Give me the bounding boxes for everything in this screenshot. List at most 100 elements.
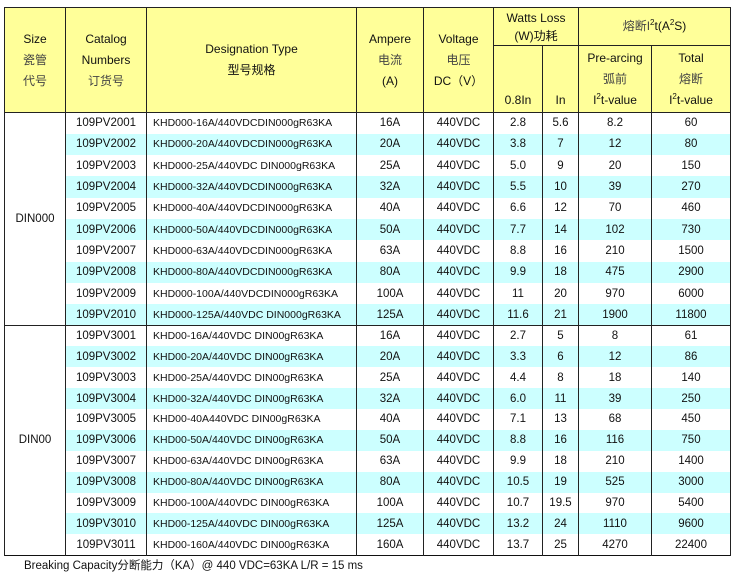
watts-in-cell: 5.6 [542,111,579,134]
total-i2t-cell: 60 [651,111,731,134]
designation-cell: KHD000-80A/440VDCDIN000gR63KA [146,261,357,283]
watts-08in-cell: 2.7 [493,324,543,347]
designation-cell: KHD000-63A/440VDCDIN000gR63KA [146,240,357,262]
watts-08in-cell: 6.0 [493,388,543,410]
prearcing-i2t-cell: 1900 [578,304,652,326]
watts-08in-cell: 7.7 [493,218,543,241]
watts-08in-cell: 11.6 [493,304,543,326]
watts-08in-cell: 8.8 [493,429,543,451]
total-i2t-cell: 250 [651,388,731,410]
designation-cell: KHD00-100A/440VDC DIN00gR63KA [146,492,357,514]
prearcing-i2t-cell: 210 [578,450,652,472]
total-i2t-cell: 2900 [651,261,731,283]
prearcing-i2t-cell: 116 [578,429,652,451]
watts-08in-cell: 3.3 [493,346,543,368]
table-row: 109PV2004 KHD000-32A/440VDCDIN000gR63KA 32… [5,176,731,198]
watts-in-cell: 7 [542,133,579,156]
total-i2t-cell: 11800 [651,304,731,326]
prearcing-i2t-cell: 970 [578,282,652,305]
prearcing-i2t-cell: 18 [578,367,652,389]
designation-cell: KHD00-25A/440VDC DIN00gR63KA [146,367,357,389]
table-row: 109PV3007 KHD00-63A/440VDC DIN00gR63KA 63A… [5,450,731,472]
header-voltage: Voltage 电压 DC（V） [423,7,494,113]
catalog-number-cell: 109PV3005 [65,409,147,430]
ampere-cell: 32A [356,388,424,410]
ampere-cell: 125A [356,304,424,326]
watts-08in-cell: 8.8 [493,240,543,262]
table-row: 109PV3004 KHD00-32A/440VDC DIN00gR63KA 32A… [5,388,731,410]
voltage-cell: 440VDC [423,304,494,326]
designation-cell: KHD000-50A/440VDCDIN000gR63KA [146,218,357,241]
watts-in-cell: 24 [542,513,579,535]
ampere-cell: 25A [356,367,424,389]
catalog-number-cell: 109PV3010 [65,513,147,535]
ampere-cell: 32A [356,176,424,198]
table-row: 109PV2009 KHD000-100A/440VDCDIN000gR63KA 1… [5,282,731,305]
watts-in-cell: 10 [542,176,579,198]
catalog-number-cell: 109PV3009 [65,492,147,514]
table-row: 109PV3009 KHD00-100A/440VDC DIN00gR63KA 10… [5,492,731,514]
watts-08in-cell: 2.8 [493,111,543,134]
voltage-cell: 440VDC [423,534,494,556]
watts-08in-cell: 6.6 [493,197,543,219]
size-cell: DIN000 [4,112,66,326]
total-i2t-cell: 140 [651,367,731,389]
watts-in-cell: 12 [542,197,579,219]
header-ampere: Ampere 电流 (A) [356,7,424,113]
ampere-cell: 20A [356,346,424,368]
designation-cell: KHD000-20A/440VDCDIN000gR63KA [146,133,357,156]
catalog-number-cell: 109PV2003 [65,155,147,177]
voltage-cell: 440VDC [423,450,494,472]
total-i2t-cell: 1400 [651,450,731,472]
table-row: 109PV2005 KHD000-40A/440VDCDIN000gR63KA 40… [5,197,731,219]
total-i2t-cell: 22400 [651,534,731,556]
total-i2t-cell: 270 [651,176,731,198]
table-row: 109PV3002 KHD00-20A/440VDC DIN00gR63KA 20A… [5,346,731,368]
ampere-cell: 50A [356,429,424,451]
catalog-number-cell: 109PV2006 [65,218,147,241]
catalog-number-cell: 109PV2007 [65,240,147,262]
voltage-cell: 440VDC [423,346,494,368]
voltage-cell: 440VDC [423,133,494,156]
header-watts-loss: Watts Loss (W)功耗 [493,7,579,46]
ampere-cell: 16A [356,111,424,134]
catalog-number-cell: 109PV3011 [65,534,147,556]
designation-cell: KHD00-50A/440VDC DIN00gR63KA [146,429,357,451]
watts-08in-cell: 4.4 [493,367,543,389]
designation-cell: KHD00-16A/440VDC DIN00gR63KA [146,324,357,347]
fuse-spec-table: Size 瓷管 代号 Catalog Numbers 订货号 Designation T… [4,7,731,556]
catalog-number-cell: 109PV3007 [65,450,147,472]
table-row: 109PV3003 KHD00-25A/440VDC DIN00gR63KA 25A… [5,367,731,389]
ampere-cell: 25A [356,155,424,177]
voltage-cell: 440VDC [423,111,494,134]
watts-08in-cell: 3.8 [493,133,543,156]
catalog-number-cell: 109PV2005 [65,197,147,219]
prearcing-i2t-cell: 4270 [578,534,652,556]
total-i2t-cell: 150 [651,155,731,177]
header-watts-in: In [542,45,579,113]
watts-in-cell: 9 [542,155,579,177]
watts-08in-cell: 9.9 [493,450,543,472]
table-row: 109PV2006 KHD000-50A/440VDCDIN000gR63KA 50… [5,218,731,241]
table-row: 109PV2002 KHD000-20A/440VDCDIN000gR63KA 20… [5,133,731,156]
table-row: 109PV2010 KHD000-125A/440VDC DIN000gR63KA… [5,304,731,326]
voltage-cell: 440VDC [423,155,494,177]
designation-cell: KHD00-80A/440VDC DIN00gR63KA [146,471,357,493]
catalog-number-cell: 109PV2008 [65,261,147,283]
watts-in-cell: 25 [542,534,579,556]
voltage-cell: 440VDC [423,471,494,493]
voltage-cell: 440VDC [423,261,494,283]
designation-cell: KHD000-32A/440VDCDIN000gR63KA [146,176,357,198]
total-i2t-cell: 80 [651,133,731,156]
watts-in-cell: 19 [542,471,579,493]
designation-cell: KHD000-40A/440VDCDIN000gR63KA [146,197,357,219]
ampere-cell: 40A [356,409,424,430]
watts-in-cell: 16 [542,240,579,262]
designation-cell: KHD000-100A/440VDCDIN000gR63KA [146,282,357,305]
prearcing-i2t-cell: 210 [578,240,652,262]
watts-08in-cell: 10.5 [493,471,543,493]
table-row: 109PV3006 KHD00-50A/440VDC DIN00gR63KA 50A… [5,429,731,451]
catalog-number-cell: 109PV3002 [65,346,147,368]
watts-in-cell: 19.5 [542,492,579,514]
prearcing-i2t-cell: 39 [578,388,652,410]
